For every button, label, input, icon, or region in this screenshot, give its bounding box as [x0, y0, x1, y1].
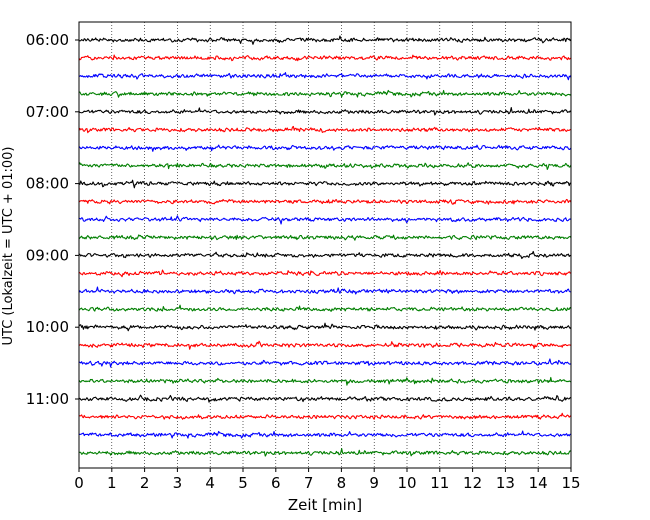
y-axis-ticks: 06:00 07:00 08:00 09:00 10:00 11:00: [26, 31, 79, 408]
trace-line: [78, 107, 572, 116]
trace-line: [78, 430, 572, 439]
trace-line: [78, 250, 572, 260]
trace-line: [78, 125, 572, 134]
y-tick-label: 09:00: [26, 246, 69, 264]
trace-line: [78, 162, 572, 170]
x-tick-label: 6: [271, 474, 281, 492]
x-tick-label: 7: [304, 474, 314, 492]
trace-line: [78, 234, 572, 241]
trace-line: [78, 376, 572, 386]
trace-line: [78, 144, 572, 152]
trace-line: [78, 322, 572, 332]
y-tick-label: 10:00: [26, 318, 69, 336]
y-tick-label: 11:00: [26, 390, 69, 408]
trace-line: [78, 179, 572, 189]
trace-line: [78, 72, 572, 81]
trace-line: [78, 54, 572, 62]
x-tick-label: 9: [369, 474, 379, 492]
plot-frame: [78, 21, 572, 469]
trace-line: [78, 358, 572, 368]
trace-line: [78, 269, 572, 278]
x-axis-label: Zeit [min]: [288, 496, 362, 514]
y-axis-label: UTC (Lokalzeit = UTC + 01:00): [1, 147, 16, 346]
x-tick-label: 1: [107, 474, 117, 492]
trace-line: [78, 340, 572, 350]
seismic-traces: [78, 35, 572, 457]
trace-line: [78, 304, 572, 312]
grid-lines: [111, 22, 539, 468]
x-tick-label: 0: [74, 474, 84, 492]
x-tick-label: 14: [529, 474, 548, 492]
trace-line: [78, 35, 572, 45]
trace-line: [78, 394, 572, 403]
x-tick-label: 12: [463, 474, 482, 492]
x-tick-label: 5: [238, 474, 248, 492]
x-tick-label: 4: [205, 474, 215, 492]
x-tick-label: 8: [337, 474, 347, 492]
trace-line: [78, 215, 572, 225]
trace-line: [78, 89, 572, 98]
trace-line: [78, 412, 572, 420]
x-tick-label: 2: [140, 474, 150, 492]
x-tick-label: 15: [561, 474, 580, 492]
x-tick-label: 10: [397, 474, 416, 492]
x-axis-ticks: 0 1 2 3 4 5 6 7 8 9 10 11 12 13 14 15: [74, 468, 581, 492]
trace-line: [78, 198, 572, 205]
x-tick-label: 13: [496, 474, 515, 492]
x-tick-label: 11: [430, 474, 449, 492]
x-tick-label: 3: [173, 474, 183, 492]
trace-line: [78, 286, 572, 295]
y-tick-label: 07:00: [26, 103, 69, 121]
y-tick-label: 08:00: [26, 175, 69, 193]
trace-line: [78, 448, 572, 457]
y-tick-label: 06:00: [26, 31, 69, 49]
